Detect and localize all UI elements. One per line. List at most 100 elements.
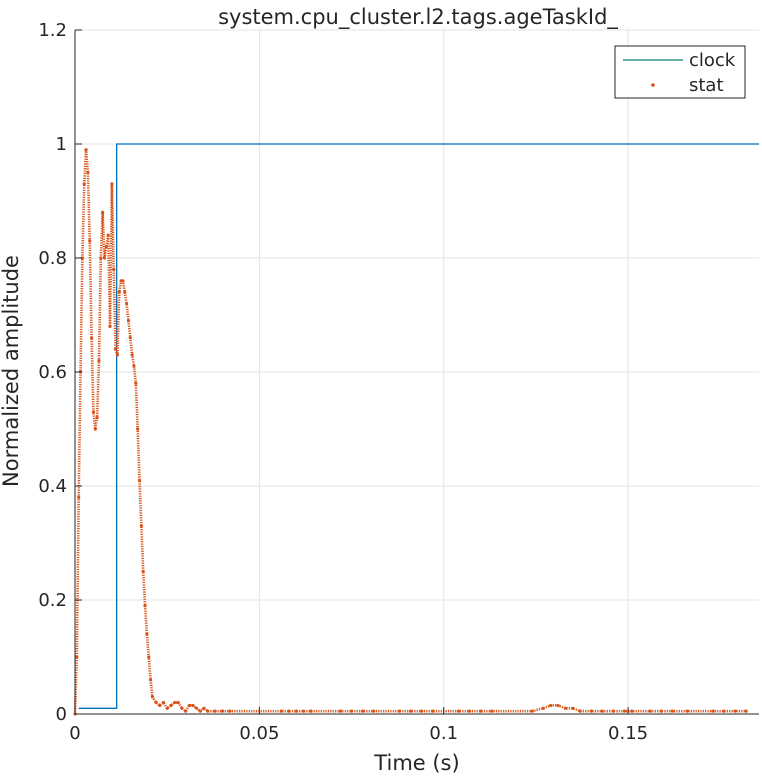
series-stat-point bbox=[136, 427, 140, 431]
series-stat-point bbox=[115, 353, 120, 357]
plot-area bbox=[73, 143, 759, 716]
series-stat-point bbox=[84, 148, 88, 152]
x-tick-label: 0 bbox=[69, 723, 80, 744]
series-stat-point bbox=[88, 239, 92, 243]
y-tick-label: 0.4 bbox=[38, 476, 67, 497]
series-stat-point bbox=[187, 703, 191, 708]
series-stat-point bbox=[86, 170, 90, 175]
series-stat-point bbox=[220, 709, 225, 713]
series-stat-point bbox=[685, 709, 689, 713]
series-stat-point bbox=[191, 703, 195, 708]
y-tick-label: 0.6 bbox=[38, 362, 67, 383]
series-stat-point bbox=[302, 709, 306, 713]
series-stat-point bbox=[113, 347, 118, 351]
series-stat-point bbox=[97, 359, 101, 363]
series-stat-point bbox=[141, 569, 145, 574]
series-stat-point bbox=[93, 427, 97, 431]
series-stat-point bbox=[128, 336, 132, 340]
series-stat-point bbox=[287, 709, 291, 713]
x-tick-label: 0.1 bbox=[429, 723, 458, 744]
series-stat-point bbox=[123, 290, 127, 294]
series-stat-point bbox=[184, 709, 188, 713]
series-stat-point bbox=[77, 495, 81, 499]
series-stat-point bbox=[549, 703, 553, 708]
series-stat-point bbox=[165, 706, 169, 710]
series-stat-point bbox=[213, 709, 217, 713]
series-stat-point bbox=[589, 709, 593, 713]
series-stat-point bbox=[176, 701, 180, 705]
x-tick-label: 0.05 bbox=[239, 723, 279, 744]
series-stat-point bbox=[121, 279, 125, 283]
series-stat-point bbox=[82, 182, 86, 186]
series-stat-point bbox=[117, 290, 121, 294]
series-stat-point bbox=[143, 604, 147, 608]
series-stat-point bbox=[137, 478, 142, 482]
series-stat-point bbox=[106, 233, 110, 237]
series-stat-point bbox=[125, 302, 129, 306]
series-stat-point bbox=[91, 410, 96, 414]
series-stat-point bbox=[744, 709, 748, 713]
series-stat-point bbox=[148, 678, 153, 682]
series-stat-point bbox=[309, 709, 313, 713]
series-stat-point bbox=[132, 364, 136, 368]
series-stat-point bbox=[145, 632, 149, 636]
series-stat-point bbox=[338, 709, 343, 713]
x-axis-label: Time (s) bbox=[373, 751, 459, 775]
series-stat-point bbox=[420, 709, 424, 713]
series-stat-point bbox=[154, 701, 158, 705]
series-stat-point bbox=[202, 706, 206, 710]
series-stat-point bbox=[228, 709, 232, 713]
series-stat-point bbox=[169, 703, 173, 708]
series-stat-point bbox=[75, 655, 79, 659]
series-stat-point bbox=[126, 319, 131, 323]
series-stat-point bbox=[630, 709, 634, 713]
series-stat-point bbox=[110, 182, 114, 186]
series-stat-point bbox=[108, 324, 112, 328]
legend-box bbox=[614, 45, 746, 99]
series-stat-point bbox=[490, 709, 494, 713]
series-stat-point bbox=[408, 709, 413, 713]
series-stat-point bbox=[101, 210, 105, 214]
series-stat-point bbox=[158, 703, 162, 708]
series-stat-point bbox=[147, 655, 151, 659]
grid-lines bbox=[74, 29, 759, 715]
series-stat-point bbox=[372, 709, 376, 713]
y-tick-label: 0 bbox=[56, 704, 67, 725]
series-clock-line bbox=[78, 143, 759, 709]
series-stat-point bbox=[89, 336, 94, 340]
series-stat-point bbox=[206, 709, 210, 713]
chart-title: system.cpu_cluster.l2.tags.ageTaskId_ bbox=[218, 5, 618, 30]
series-stat-point bbox=[95, 416, 99, 420]
series-stat-point bbox=[139, 524, 143, 528]
y-tick-label: 1 bbox=[56, 134, 67, 155]
series-stat-point bbox=[467, 709, 472, 713]
series-stat-point bbox=[172, 701, 177, 705]
series-stat-point bbox=[112, 267, 116, 271]
series-stat-point bbox=[195, 706, 199, 710]
series-stat-point bbox=[397, 709, 402, 713]
y-axis-label: Normalized amplitude bbox=[0, 255, 23, 487]
series-stat-point bbox=[180, 706, 184, 710]
legend-swatch-stat bbox=[651, 83, 655, 87]
series-stat-point bbox=[456, 709, 461, 713]
series-stat-point bbox=[648, 709, 652, 713]
series-stat-point bbox=[150, 695, 155, 699]
legend: clock stat bbox=[614, 45, 746, 99]
series-stat-point bbox=[361, 709, 365, 713]
series-stat-point bbox=[349, 709, 354, 713]
series-stat-point bbox=[104, 245, 108, 249]
series-stat-point bbox=[733, 709, 737, 713]
series-stat-point bbox=[711, 709, 715, 713]
series-stat-point bbox=[722, 709, 726, 713]
series-stat-point bbox=[134, 381, 138, 385]
series-stat-point bbox=[530, 709, 534, 713]
series-stat-point bbox=[578, 709, 582, 713]
series-stat-point bbox=[670, 709, 674, 713]
series-stat-point bbox=[611, 709, 615, 713]
series-stat-point bbox=[479, 709, 483, 713]
series-stat-point bbox=[130, 353, 134, 357]
series-stat-point bbox=[198, 709, 202, 713]
series-stat-point bbox=[556, 703, 560, 708]
y-tick-label: 0.8 bbox=[38, 248, 67, 269]
